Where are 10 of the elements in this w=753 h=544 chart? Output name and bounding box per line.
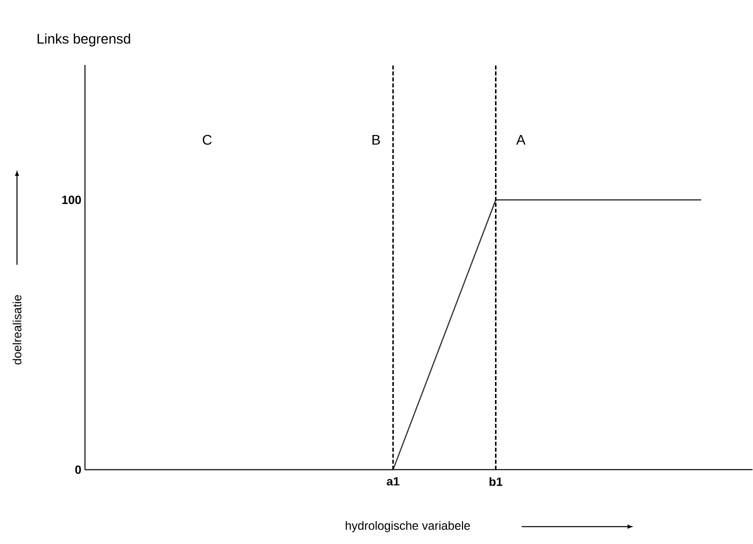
y-axis-title: doelrealisatie xyxy=(12,295,22,365)
y-tick-label: 100 xyxy=(62,196,81,204)
y-tick-label: 0 xyxy=(75,466,81,474)
annotation: A xyxy=(516,135,526,145)
annotation: B xyxy=(372,135,380,145)
x-tick-label: a1 xyxy=(386,477,400,486)
chart-title: Links begrensd xyxy=(38,34,130,47)
annotation: C xyxy=(202,135,212,145)
x-axis-title: hydrologische variabele xyxy=(346,521,470,532)
x-tick-label: b1 xyxy=(490,477,502,486)
